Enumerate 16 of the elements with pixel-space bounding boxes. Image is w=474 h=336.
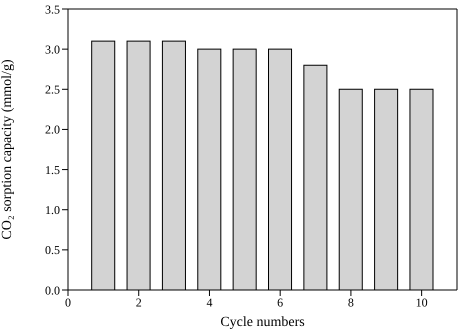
y-tick-label: 1.5 bbox=[45, 162, 60, 177]
y-tick-label: 2.5 bbox=[45, 82, 60, 97]
x-tick-label: 4 bbox=[206, 296, 212, 310]
y-tick-label: 3.0 bbox=[45, 42, 60, 56]
x-tick-label: 10 bbox=[416, 296, 428, 310]
y-tick-label: 2.0 bbox=[45, 122, 60, 137]
x-tick-label: 8 bbox=[348, 296, 354, 310]
y-tick-label: 0.5 bbox=[45, 243, 60, 258]
y-axis-title: CO₂ sorption capacity (mmol/g) bbox=[0, 59, 15, 240]
x-tick-label: 6 bbox=[277, 296, 284, 310]
x-axis-title: Cycle numbers bbox=[220, 315, 305, 330]
y-tick-label: 3.5 bbox=[45, 2, 60, 16]
y-tick-label: 1.0 bbox=[45, 202, 60, 217]
x-tick-label: 2 bbox=[136, 296, 142, 310]
x-tick-label: 0 bbox=[65, 296, 71, 310]
y-tick-label: 0.0 bbox=[45, 283, 60, 298]
